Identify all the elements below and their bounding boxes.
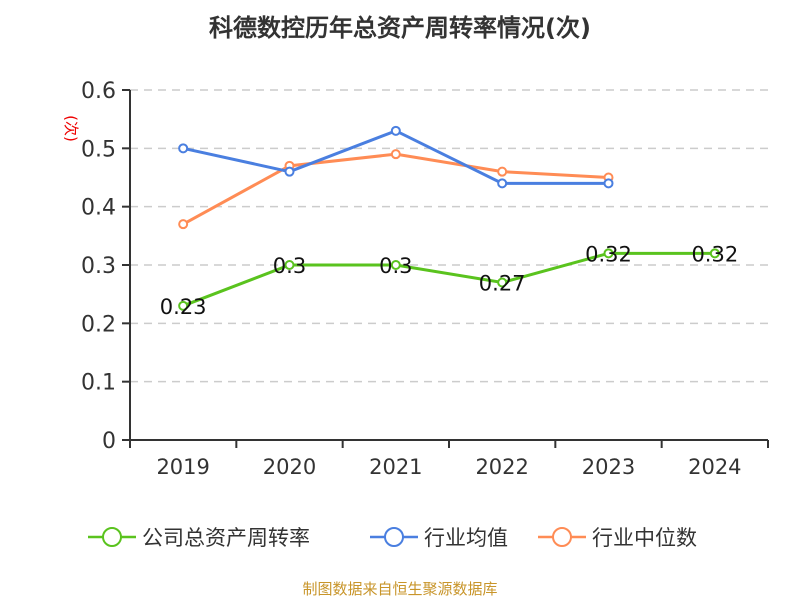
data-point [390,260,401,270]
data-point [709,248,720,259]
data-label: 0.32 [585,242,632,266]
data-point [284,166,295,177]
data-point [178,300,189,311]
data-point [497,178,508,189]
source-note: 制图数据来自恒生聚源数据库 [302,580,498,598]
legend-marker [538,527,586,547]
x-tick-label: 2023 [582,455,635,479]
data-point [390,149,401,160]
x-tick-label: 2020 [263,455,316,479]
series-line [182,251,715,308]
legend-label: 行业中位数 [592,526,697,550]
y-tick-label: 0.1 [81,371,116,396]
data-label: 0.27 [479,272,526,296]
legend-item-industry-mean[interactable]: 行业均值 [370,522,508,552]
data-point [497,166,508,177]
data-label: 0.23 [160,295,207,319]
y-tick-label: 0.2 [81,312,116,337]
data-point [284,260,295,270]
y-tick-label: 0.6 [81,79,116,104]
data-label: 0.3 [379,254,412,278]
data-point [390,125,401,136]
y-tick-label: 0.5 [81,137,116,162]
y-tick-label: 0.3 [81,254,116,279]
legend-marker [370,527,418,547]
data-label: 0.3 [273,254,306,278]
legend-item-industry-median[interactable]: 行业中位数 [538,522,697,552]
series-line [182,152,609,226]
y-tick-label: 0.4 [81,196,116,221]
x-tick-label: 2019 [156,455,209,479]
x-tick-label: 2022 [475,455,528,479]
legend-label: 公司总资产周转率 [142,526,310,550]
x-tick-label: 2024 [688,455,741,479]
data-point [603,178,614,189]
data-point [603,248,614,259]
data-point [497,277,508,288]
data-point [178,219,189,230]
legend-label: 行业均值 [424,526,508,550]
legend-marker [88,527,136,547]
data-point [178,143,189,154]
x-tick-label: 2021 [369,455,422,479]
y-tick-label: 0 [102,429,116,454]
legend-item-company[interactable]: 公司总资产周转率 [88,522,310,552]
data-label: 0.32 [691,242,738,266]
chart-title: 科德数控历年总资产周转率情况(次) [209,14,591,42]
